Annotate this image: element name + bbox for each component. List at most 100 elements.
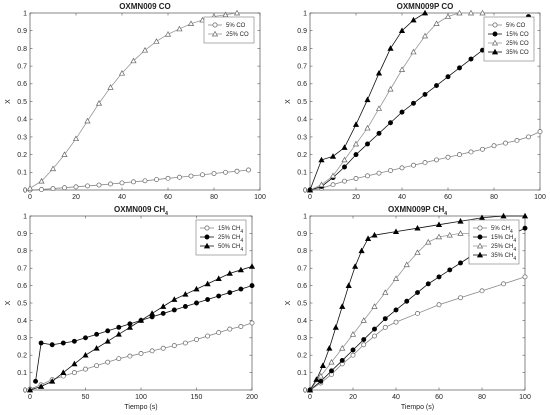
- data-point: [414, 224, 421, 231]
- data-point: [360, 317, 367, 323]
- chart-panel-2: 0 0.1 0.2 0.3 0.4 0.5 0.6 0.7 0.8 0.9 1 0 20 40 60 80 10…: [285, 2, 546, 201]
- data-point: [352, 140, 360, 147]
- data-point: [444, 13, 452, 19]
- legend-marker: [476, 251, 484, 258]
- chart-title-text: OXMN009 CO: [119, 2, 171, 11]
- x-tick-label: 20: [352, 194, 360, 201]
- data-point: [433, 20, 440, 26]
- chart-panel-4: 0 0.1 0.2 0.3 0.4 0.5 0.6 0.7 0.8 0.9 1 0 20 40 60 80 10…: [285, 205, 531, 411]
- data-point: [93, 345, 100, 351]
- data-point: [164, 31, 172, 37]
- data-point: [364, 124, 371, 131]
- data-point: [382, 316, 388, 322]
- data-point: [188, 173, 194, 179]
- data-point: [38, 340, 44, 346]
- data-point: [388, 120, 393, 126]
- legend-label-text: 5% CH: [491, 226, 510, 232]
- x-tick-label: 20: [72, 194, 80, 201]
- y-tick-label: 1: [303, 10, 307, 17]
- y-tick-label: 0.7: [17, 64, 27, 71]
- series-1: [27, 167, 251, 193]
- data-point: [233, 9, 241, 16]
- legend-label-text: 5% CO: [506, 23, 526, 29]
- data-point: [194, 300, 199, 306]
- y-tick-label: 0.5: [17, 300, 27, 307]
- data-point: [425, 281, 431, 287]
- data-point: [73, 184, 79, 190]
- legend-label-text: 15% CH: [218, 226, 240, 232]
- data-point: [352, 121, 360, 127]
- data-point: [522, 274, 528, 280]
- data-point: [434, 83, 439, 89]
- legend-label-text: 50% CH: [218, 244, 240, 250]
- y-tick-label: 1: [23, 10, 27, 17]
- y-tick-label: 0.3: [297, 134, 307, 141]
- data-point: [457, 217, 464, 224]
- data-point: [392, 275, 400, 281]
- data-point: [422, 160, 428, 166]
- y-tick-label: 0.8: [17, 46, 27, 53]
- data-point: [149, 310, 156, 316]
- data-point: [371, 303, 378, 309]
- data-point: [457, 152, 462, 158]
- data-point: [153, 38, 160, 44]
- data-point: [317, 372, 324, 379]
- y-axis-label: X: [285, 99, 292, 104]
- y-tick-label: 0.9: [297, 231, 307, 238]
- y-tick-label: 0.6: [17, 283, 27, 290]
- y-tick-label: 0: [23, 187, 27, 194]
- chart-title: OXMN009P CO: [397, 2, 454, 11]
- y-tick-label: 0.9: [297, 28, 307, 35]
- data-point: [249, 320, 255, 326]
- chart-title-text: OXMN009P CO: [397, 2, 454, 11]
- data-point: [82, 351, 89, 358]
- data-point: [84, 117, 91, 124]
- data-point: [319, 362, 326, 368]
- data-point: [83, 366, 88, 372]
- data-point: [115, 331, 122, 337]
- data-point: [350, 352, 356, 358]
- legend-label: 25% CH4: [491, 244, 516, 253]
- data-point: [306, 186, 314, 193]
- data-point: [137, 317, 145, 323]
- data-point: [194, 337, 199, 342]
- data-point: [329, 153, 337, 159]
- x-tick-label: 80: [490, 194, 498, 201]
- data-point: [130, 57, 137, 64]
- y-tick-label: 0.7: [17, 266, 27, 273]
- x-tick-label: 50: [82, 394, 90, 401]
- y-tick-label: 0.6: [297, 81, 307, 88]
- data-point: [353, 152, 359, 158]
- y-tick-label: 0.2: [297, 353, 307, 360]
- legend-label-subscript: 4: [240, 229, 243, 235]
- data-point: [330, 182, 336, 188]
- data-point: [227, 290, 233, 296]
- data-point: [107, 84, 114, 90]
- data-point: [94, 331, 100, 337]
- data-point: [411, 100, 416, 106]
- y-tick-label: 0.3: [17, 134, 27, 141]
- data-point: [318, 181, 325, 188]
- legend-marker: [492, 31, 498, 37]
- data-point: [138, 351, 144, 356]
- legend-label: 15% CO: [506, 32, 529, 38]
- data-point: [353, 176, 359, 181]
- data-point: [372, 326, 377, 332]
- data-point: [342, 164, 347, 170]
- chart-title-text: OXMN009P CH: [388, 205, 445, 214]
- data-point: [479, 288, 485, 294]
- data-point: [61, 151, 68, 157]
- data-point: [435, 233, 443, 240]
- data-point: [313, 376, 320, 382]
- legend-marker: [212, 22, 218, 28]
- y-tick-label: 0.2: [17, 152, 27, 159]
- legend-label-text: 15% CO: [506, 32, 529, 38]
- legend-label-text: 35% CO: [506, 50, 529, 56]
- chart-title: OXMN009P CH4: [388, 205, 447, 217]
- y-tick-label: 0: [23, 387, 27, 394]
- legend-marker: [492, 22, 498, 28]
- x-tick-label: 200: [246, 394, 258, 401]
- legend-label-subscript: 4: [513, 256, 516, 262]
- x-tick-label: 100: [135, 394, 147, 401]
